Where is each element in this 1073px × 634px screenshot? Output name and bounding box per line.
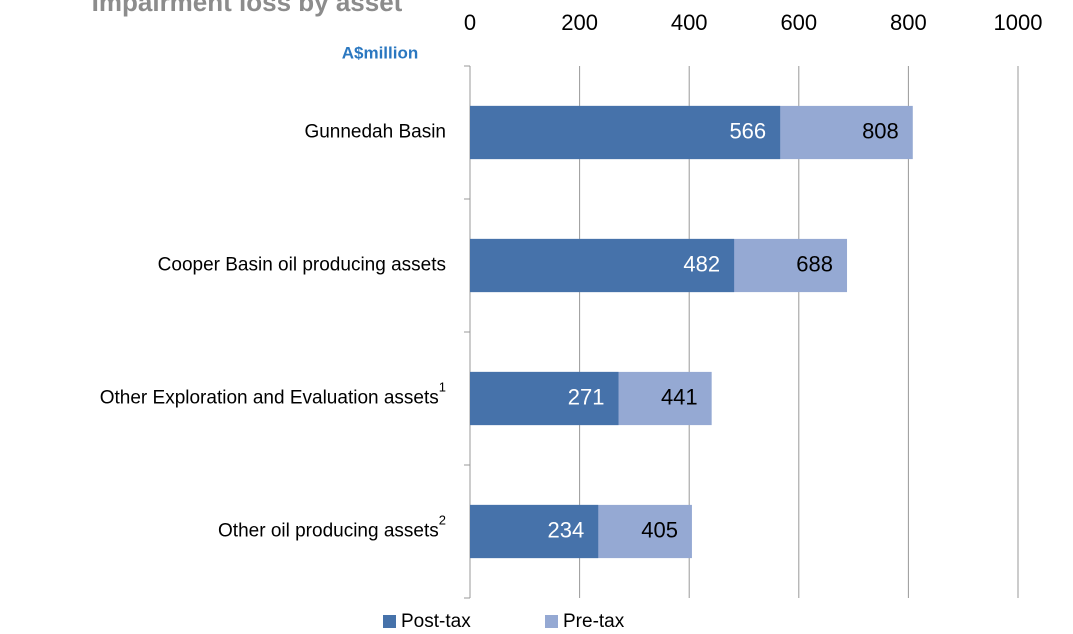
legend-swatch [383,615,396,628]
data-label: 482 [683,251,720,276]
legend-label: Post-tax [401,611,471,632]
bar [470,371,619,426]
data-label: 808 [862,118,899,143]
x-tick-label: 800 [890,10,927,35]
category-label: Other oil producing assets2 [218,513,446,542]
category-name: Other Exploration and Evaluation assets [100,388,439,409]
data-label: 405 [641,517,678,542]
category-name: Cooper Basin oil producing assets [158,255,446,276]
x-tick-label: 600 [780,10,817,35]
data-label: 441 [661,384,698,409]
category-name: Other oil producing assets [218,521,439,542]
x-tick-label: 200 [561,10,598,35]
data-label: 566 [729,118,766,143]
data-label: 271 [568,384,605,409]
chart-subtitle: A$million [342,43,419,62]
x-tick-label: 400 [671,10,708,35]
category-label: Gunnedah Basin [304,122,446,143]
category-label: Cooper Basin oil producing assets [158,255,446,276]
category-label: Other Exploration and Evaluation assets1 [100,380,446,409]
x-tick-label: 0 [464,10,476,35]
legend-swatch [545,615,558,628]
category-note: 1 [439,380,446,395]
data-label: 688 [796,251,833,276]
bar [470,504,599,559]
category-name: Gunnedah Basin [304,122,446,143]
data-label: 234 [548,517,585,542]
legend-label: Pre-tax [563,611,625,632]
chart-title: Impairment loss by asset [92,0,403,17]
category-note: 2 [439,513,446,528]
bar [470,238,735,293]
x-tick-label: 1000 [994,10,1043,35]
bar [470,105,781,160]
